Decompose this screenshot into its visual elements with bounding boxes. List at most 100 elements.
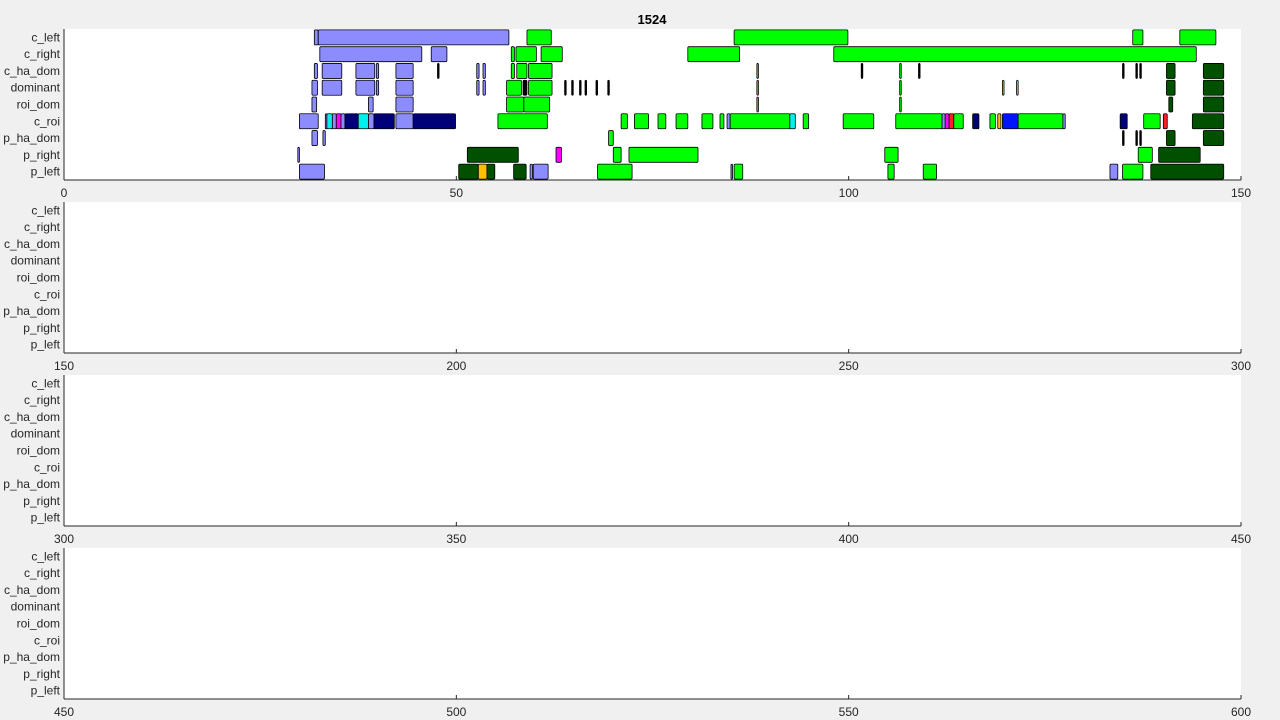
panels-group: p_leftp_rightp_ha_domc_roiroi_domdominan… bbox=[3, 29, 1251, 719]
segment-p-right bbox=[555, 146, 562, 163]
x-tick-label: 550 bbox=[839, 705, 859, 719]
x-tick-label: 450 bbox=[1231, 532, 1251, 546]
row-label-dominant: dominant bbox=[11, 600, 61, 614]
row-label-c-left: c_left bbox=[31, 376, 60, 390]
segment-c-ha-dom bbox=[476, 63, 480, 79]
segment-c-ha-dom bbox=[321, 63, 343, 79]
segment-c-ha-dom bbox=[1135, 63, 1138, 79]
row-label-c-roi: c_roi bbox=[34, 633, 60, 647]
row-label-c-ha-dom: c_ha_dom bbox=[4, 410, 60, 424]
segment-c-left bbox=[313, 29, 319, 46]
segment-c-roi bbox=[344, 113, 359, 130]
panel-1: p_left p_right p_ha_dom c_roi roi_dom dominan… bbox=[3, 29, 1251, 200]
row-label-p-right: p_right bbox=[23, 494, 60, 508]
segment-dominant bbox=[595, 79, 598, 96]
segment-c-right bbox=[540, 46, 563, 63]
segment-c-roi bbox=[802, 113, 810, 130]
panel-2: p_left p_right p_ha_dom c_roi roi_dom dominan… bbox=[3, 202, 1251, 373]
segment-c-roi bbox=[331, 113, 337, 130]
segment-c-left bbox=[733, 29, 849, 46]
segment-dominant bbox=[899, 79, 902, 96]
segment-dominant bbox=[1016, 79, 1019, 96]
segment-p-right bbox=[466, 146, 519, 163]
x-tick-label: 100 bbox=[839, 186, 859, 200]
row-label-c-right: c_right bbox=[24, 393, 61, 407]
row-label-p-right: p_right bbox=[23, 148, 60, 162]
segment-c-left bbox=[317, 29, 510, 46]
segment-roi-dom bbox=[899, 96, 902, 113]
segment-c-ha-dom bbox=[482, 63, 486, 79]
x-tick-label: 300 bbox=[1231, 359, 1251, 373]
segment-c-roi bbox=[1119, 113, 1128, 130]
row-label-c-ha-dom: c_ha_dom bbox=[4, 583, 60, 597]
segment-dominant bbox=[522, 79, 528, 96]
segment-c-roi bbox=[989, 113, 996, 130]
row-label-c-roi: c_roi bbox=[34, 460, 60, 474]
segment-roi-dom bbox=[1168, 96, 1174, 113]
segment-p-ha-dom bbox=[1135, 130, 1138, 146]
segment-c-roi bbox=[335, 113, 342, 130]
row-label-roi-dom: roi_dom bbox=[17, 444, 60, 458]
segment-p-ha-dom bbox=[322, 130, 326, 146]
row-label-c-left: c_left bbox=[31, 203, 60, 217]
segment-c-roi bbox=[719, 113, 725, 130]
row-label-c-right: c_right bbox=[24, 220, 61, 234]
x-tick-label: 200 bbox=[446, 359, 466, 373]
segment-p-ha-dom bbox=[1139, 130, 1142, 146]
segment-c-roi bbox=[1162, 113, 1168, 130]
segment-c-ha-dom bbox=[313, 63, 318, 79]
segment-dominant bbox=[579, 79, 582, 96]
segment-dominant bbox=[571, 79, 574, 96]
x-tick-label: 500 bbox=[446, 705, 466, 719]
segment-dominant bbox=[584, 79, 587, 96]
segment-p-left bbox=[486, 163, 496, 180]
segment-p-left bbox=[1122, 163, 1144, 180]
row-label-p-right: p_right bbox=[23, 321, 60, 335]
segment-p-ha-dom bbox=[1122, 130, 1125, 146]
segment-p-left bbox=[513, 163, 527, 180]
segment-c-roi bbox=[944, 113, 950, 130]
segment-c-roi bbox=[634, 113, 649, 130]
segment-roi-dom bbox=[1202, 96, 1225, 113]
row-label-c-roi: c_roi bbox=[34, 114, 60, 128]
segment-p-ha-dom bbox=[1202, 130, 1225, 146]
x-tick-label: 150 bbox=[54, 359, 74, 373]
segment-p-left bbox=[597, 163, 633, 180]
segment-c-roi bbox=[368, 113, 375, 130]
segment-p-left bbox=[458, 163, 479, 180]
segment-dominant bbox=[482, 79, 486, 96]
segment-c-roi bbox=[1143, 113, 1161, 130]
segment-p-right bbox=[297, 146, 300, 163]
segment-roi-dom bbox=[395, 96, 414, 113]
segment-p-left bbox=[1150, 163, 1225, 180]
segment-p-left bbox=[733, 163, 744, 180]
x-tick-label: 50 bbox=[450, 186, 464, 200]
row-label-dominant: dominant bbox=[11, 81, 61, 95]
segment-c-roi bbox=[675, 113, 689, 130]
segment-c-right bbox=[319, 46, 423, 63]
segment-c-right bbox=[515, 46, 537, 63]
segment-dominant bbox=[607, 79, 610, 96]
segment-c-roi bbox=[657, 113, 667, 130]
row-label-p-left: p_left bbox=[31, 684, 61, 698]
panel-3: p_left p_right p_ha_dom c_roi roi_dom dominan… bbox=[3, 375, 1251, 546]
segment-p-left bbox=[1109, 163, 1119, 180]
segment-c-roi bbox=[726, 113, 731, 130]
row-label-dominant: dominant bbox=[11, 427, 61, 441]
x-tick-label: 400 bbox=[839, 532, 859, 546]
segment-dominant bbox=[395, 79, 414, 96]
segment-c-ha-dom bbox=[395, 63, 414, 79]
segment-c-ha-dom bbox=[756, 63, 759, 79]
plot-area bbox=[64, 202, 1241, 353]
row-label-roi-dom: roi_dom bbox=[17, 98, 60, 112]
segment-p-left bbox=[922, 163, 937, 180]
segment-c-roi bbox=[895, 113, 943, 130]
segment-p-ha-dom bbox=[1166, 130, 1176, 146]
x-tick-label: 250 bbox=[839, 359, 859, 373]
segment-roi-dom bbox=[756, 96, 759, 113]
row-label-roi-dom: roi_dom bbox=[17, 617, 60, 631]
row-label-c-left: c_left bbox=[31, 549, 60, 563]
segment-dominant bbox=[476, 79, 480, 96]
segment-dominant bbox=[528, 79, 553, 96]
plot-area bbox=[64, 375, 1241, 526]
